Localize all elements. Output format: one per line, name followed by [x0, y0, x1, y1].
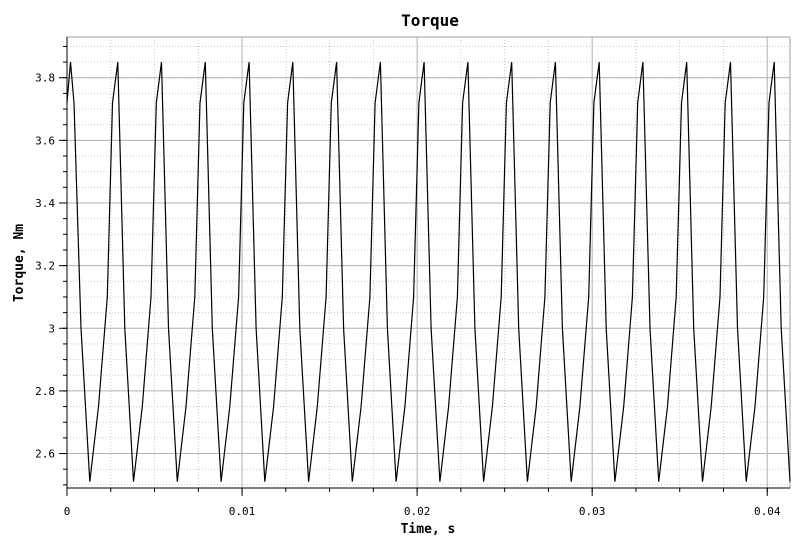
y-tick-label: 3.6	[35, 134, 55, 147]
torque-series-line	[66, 62, 791, 482]
y-tick-label: 2.6	[35, 448, 55, 461]
x-tick-label: 0	[64, 505, 71, 518]
y-tick-label: 2.8	[35, 385, 55, 398]
y-tick-label: 3.2	[35, 260, 55, 273]
series-layer	[66, 62, 791, 482]
y-tick-label: 3.4	[35, 197, 55, 210]
y-tick-label: 3	[48, 322, 55, 335]
chart-title: Torque	[401, 11, 459, 30]
plot-area	[67, 37, 790, 488]
x-tick-label: 0.01	[229, 505, 256, 518]
x-tick-label: 0.04	[754, 505, 781, 518]
axis-layer: 2.6 2.8 3 3.2 3.4 3.6 3.8 0 0.01 0.02 0.03 0.04	[35, 36, 791, 518]
y-axis-title: Torque, Nm	[12, 224, 27, 302]
x-tick-label: 0.02	[404, 505, 431, 518]
y-tick-label: 3.8	[35, 72, 55, 85]
grid-layer	[66, 37, 790, 488]
x-axis-title: Time, s	[401, 522, 456, 537]
x-tick-label: 0.03	[579, 505, 606, 518]
